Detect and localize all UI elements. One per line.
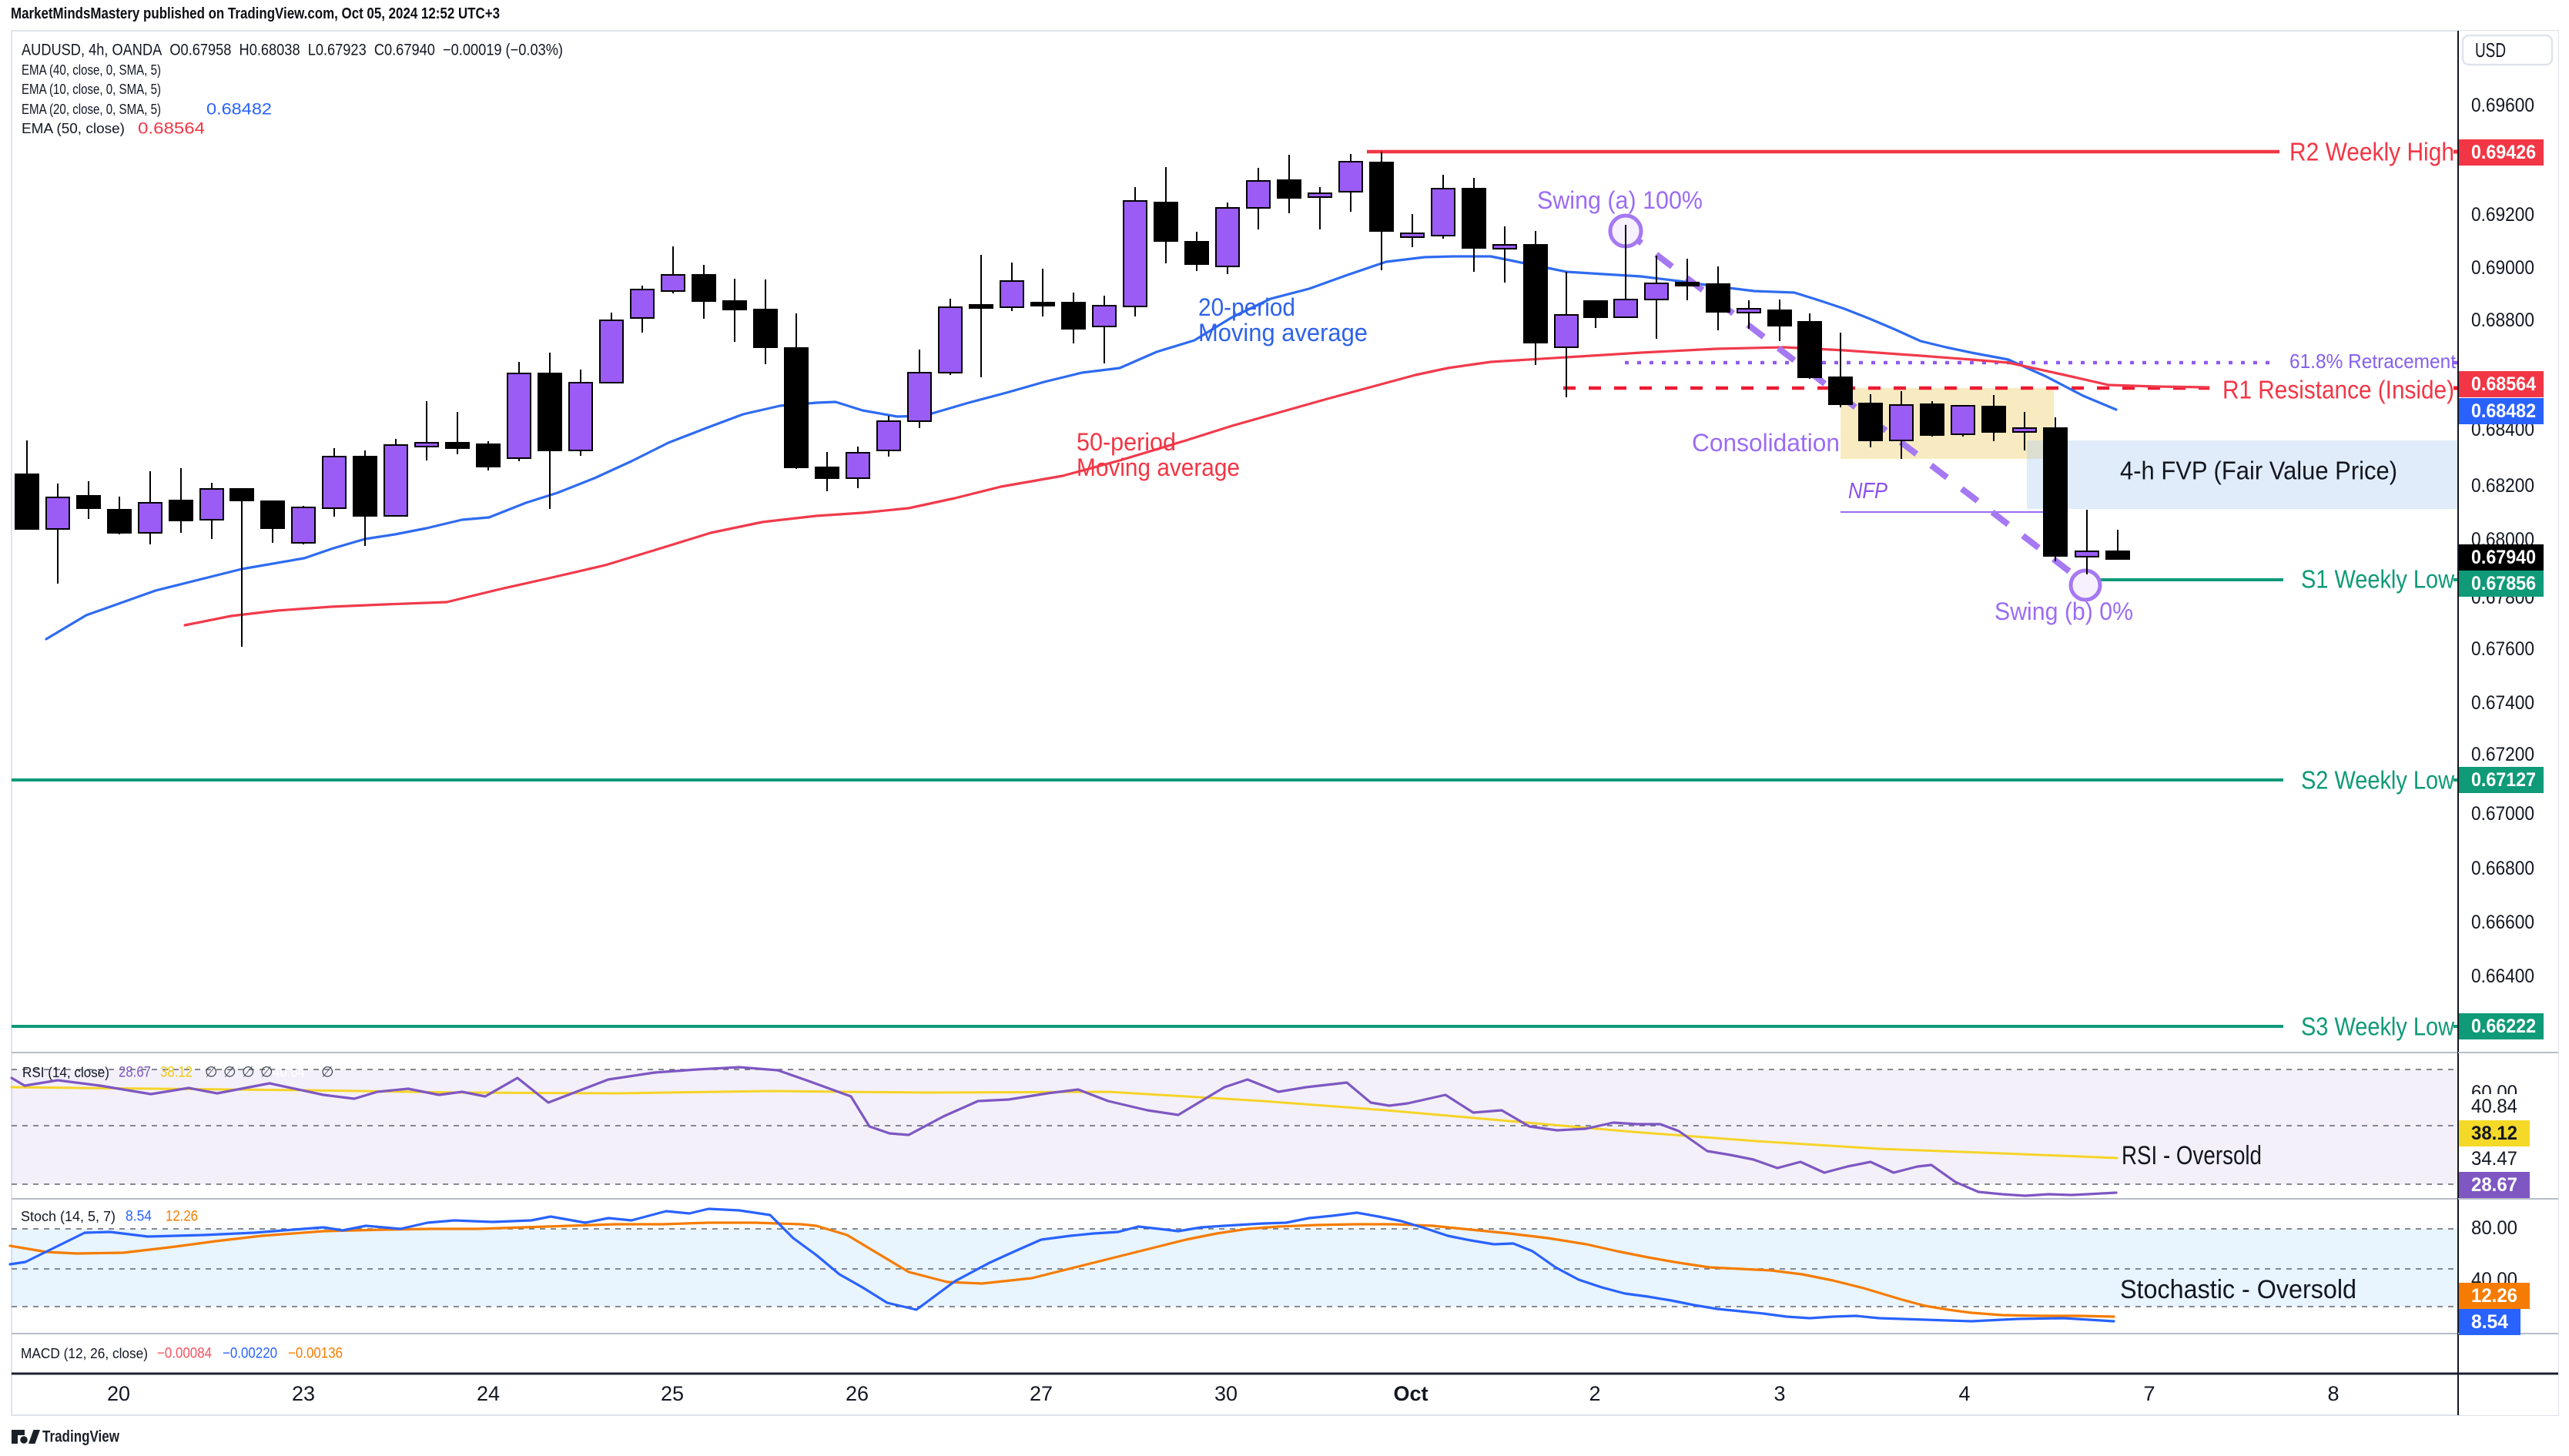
svg-text:−0.00084: −0.00084 bbox=[157, 1346, 212, 1362]
svg-text:0.67127: 0.67127 bbox=[2471, 769, 2536, 791]
svg-text:0.66600: 0.66600 bbox=[2471, 912, 2534, 933]
svg-text:0.67856: 0.67856 bbox=[2471, 573, 2536, 594]
svg-text:61.8% Retracement: 61.8% Retracement bbox=[2289, 350, 2457, 373]
svg-text:Stochastic - Oversold: Stochastic - Oversold bbox=[2120, 1275, 2356, 1304]
svg-text:30: 30 bbox=[1214, 1382, 1238, 1405]
svg-text:AUDUSD, 4h, OANDA O0.67958 H: AUDUSD, 4h, OANDA O0.67958 H0.68038 L0.6… bbox=[22, 42, 563, 59]
svg-text:27: 27 bbox=[1030, 1382, 1053, 1405]
svg-text:4: 4 bbox=[1958, 1382, 1970, 1405]
svg-text:Moving average: Moving average bbox=[1077, 454, 1240, 481]
svg-text:Swing (a) 100%: Swing (a) 100% bbox=[1537, 186, 1703, 214]
svg-text:2: 2 bbox=[1589, 1382, 1600, 1405]
svg-text:0.66400: 0.66400 bbox=[2471, 966, 2534, 987]
svg-text:8: 8 bbox=[2327, 1382, 2339, 1405]
svg-text:0.68800: 0.68800 bbox=[2471, 310, 2534, 331]
svg-text:S3 Weekly Low: S3 Weekly Low bbox=[2301, 1013, 2454, 1041]
svg-text:TradingView: TradingView bbox=[42, 1428, 120, 1446]
svg-text:RSI (14, close): RSI (14, close) bbox=[22, 1065, 109, 1080]
svg-text:3: 3 bbox=[1774, 1382, 1785, 1405]
svg-text:EMA (40, close, 0, SMA, 5): EMA (40, close, 0, SMA, 5) bbox=[22, 62, 161, 78]
svg-text:12.26: 12.26 bbox=[2471, 1285, 2517, 1307]
svg-text:0.68564: 0.68564 bbox=[138, 120, 205, 138]
svg-text:38.12: 38.12 bbox=[160, 1065, 193, 1081]
svg-text:0.69000: 0.69000 bbox=[2471, 257, 2534, 279]
svg-text:20: 20 bbox=[107, 1382, 130, 1405]
svg-text:−0.00136: −0.00136 bbox=[288, 1346, 343, 1362]
svg-text:24: 24 bbox=[477, 1382, 500, 1405]
svg-text:S1 Weekly Low: S1 Weekly Low bbox=[2301, 565, 2454, 594]
svg-text:R1 Resistance (Inside): R1 Resistance (Inside) bbox=[2222, 376, 2454, 404]
svg-text:−0.00220: −0.00220 bbox=[223, 1346, 277, 1362]
svg-text:25: 25 bbox=[661, 1382, 684, 1405]
svg-text:0.69200: 0.69200 bbox=[2471, 204, 2534, 226]
svg-text:∅: ∅ bbox=[260, 1065, 273, 1081]
svg-text:4-h FVP (Fair Value Price): 4-h FVP (Fair Value Price) bbox=[2120, 457, 2397, 485]
svg-text:MarketMindsMastery published o: MarketMindsMastery published on TradingV… bbox=[11, 5, 500, 22]
svg-text:7: 7 bbox=[2143, 1382, 2155, 1405]
svg-text:Swing (b) 0%: Swing (b) 0% bbox=[1995, 597, 2133, 625]
svg-text:Stoch (14, 5, 7): Stoch (14, 5, 7) bbox=[21, 1209, 116, 1224]
svg-text:∅: ∅ bbox=[242, 1065, 255, 1081]
svg-text:∅: ∅ bbox=[321, 1065, 334, 1081]
svg-text:0.66222: 0.66222 bbox=[2471, 1016, 2536, 1037]
svg-text:∅: ∅ bbox=[205, 1065, 218, 1081]
svg-text:RSI - Oversold: RSI - Oversold bbox=[2122, 1141, 2262, 1170]
svg-text:0.66800: 0.66800 bbox=[2471, 858, 2534, 879]
svg-text:0.67000: 0.67000 bbox=[2471, 803, 2534, 825]
svg-text:NFP: NFP bbox=[1848, 479, 1888, 504]
svg-text:0.67200: 0.67200 bbox=[2471, 744, 2534, 765]
svg-text:0.68482: 0.68482 bbox=[2471, 400, 2536, 422]
svg-text:20-period: 20-period bbox=[1198, 293, 1295, 321]
svg-text:EMA (50, close): EMA (50, close) bbox=[22, 121, 125, 136]
svg-text:0.68564: 0.68564 bbox=[2471, 373, 2536, 395]
svg-text:S2 Weekly Low: S2 Weekly Low bbox=[2301, 766, 2454, 795]
svg-text:EMA (10, close, 0, SMA, 5): EMA (10, close, 0, SMA, 5) bbox=[22, 82, 161, 97]
svg-text:Moving average: Moving average bbox=[1198, 319, 1368, 346]
svg-text:0.69426: 0.69426 bbox=[2471, 142, 2536, 163]
svg-text:0.69600: 0.69600 bbox=[2471, 95, 2534, 116]
svg-text:34.47: 34.47 bbox=[2471, 1148, 2517, 1170]
svg-text:0.67940: 0.67940 bbox=[2471, 547, 2536, 568]
svg-text:38.12: 38.12 bbox=[2471, 1123, 2517, 1144]
svg-text:∅: ∅ bbox=[223, 1065, 236, 1081]
svg-text:0.67400: 0.67400 bbox=[2471, 692, 2534, 714]
svg-text:23: 23 bbox=[292, 1382, 315, 1405]
svg-text:12.26: 12.26 bbox=[166, 1209, 198, 1225]
svg-text:R2 Weekly High: R2 Weekly High bbox=[2289, 138, 2454, 166]
svg-text:USD: USD bbox=[2475, 38, 2506, 62]
svg-text:40.84: 40.84 bbox=[2471, 1096, 2517, 1117]
svg-text:28.67: 28.67 bbox=[2471, 1174, 2517, 1196]
svg-text:EMA (20, close, 0, SMA, 5): EMA (20, close, 0, SMA, 5) bbox=[22, 102, 161, 117]
svg-text:Consolidation: Consolidation bbox=[1692, 429, 1840, 457]
svg-text:80.00: 80.00 bbox=[2471, 1217, 2517, 1239]
svg-text:26: 26 bbox=[846, 1382, 869, 1405]
svg-text:0.67600: 0.67600 bbox=[2471, 638, 2534, 660]
svg-text:Oct: Oct bbox=[1393, 1382, 1428, 1405]
svg-text:50-period: 50-period bbox=[1077, 428, 1176, 456]
svg-text:8.54: 8.54 bbox=[2471, 1311, 2508, 1333]
svg-text:28.67: 28.67 bbox=[119, 1065, 151, 1081]
svg-text:MACD (12, 26, close): MACD (12, 26, close) bbox=[21, 1346, 148, 1361]
svg-text:0.68482: 0.68482 bbox=[206, 101, 272, 119]
svg-text:40.84: 40.84 bbox=[273, 1065, 305, 1081]
svg-text:8.54: 8.54 bbox=[126, 1209, 152, 1225]
svg-text:0.68200: 0.68200 bbox=[2471, 475, 2534, 497]
